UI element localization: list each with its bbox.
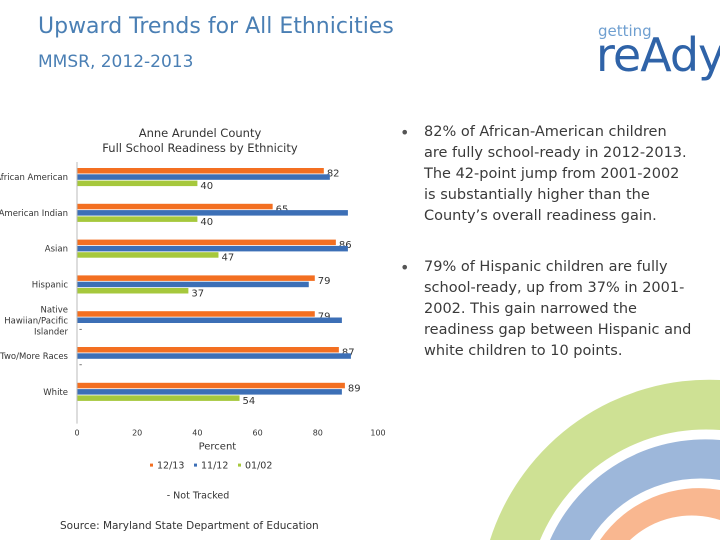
bar-12-13 (77, 382, 345, 389)
bullet-text: 82% of African-American children are ful… (424, 124, 687, 224)
not-tracked-mark: - (79, 324, 82, 334)
not-tracked-mark: - (79, 360, 82, 370)
x-tick-label: 100 (370, 429, 385, 438)
bar-01-02 (77, 395, 240, 401)
category-label: American Indian (0, 209, 68, 219)
bar-01-02 (77, 216, 198, 222)
data-label: 87 (342, 348, 355, 359)
data-label: 65 (276, 204, 289, 215)
legend-swatch (194, 463, 197, 467)
category-label: Native (40, 305, 68, 315)
logo-small-text: getting (598, 22, 652, 40)
category-label: Hawiian/Pacific (4, 316, 68, 326)
x-tick-label: 20 (132, 429, 142, 438)
category-label: Two/More Races (0, 352, 69, 362)
x-tick-label: 60 (253, 429, 263, 438)
bar-01-02 (77, 288, 189, 294)
bullet-item: • 79% of Hispanic children are fully sch… (398, 257, 693, 362)
bar-12-13 (77, 311, 315, 317)
bar-11-12 (77, 281, 309, 288)
chart-title-line: Anne Arundel County (139, 126, 262, 140)
data-label: 40 (200, 181, 213, 192)
decorative-arc (490, 379, 720, 540)
data-label: 37 (191, 289, 204, 300)
bullet-list: • 82% of African-American children are f… (398, 122, 693, 392)
bar-11-12 (77, 389, 342, 395)
data-label: 40 (200, 217, 213, 228)
x-axis-label: Percent (199, 442, 237, 453)
logo-big-text: reAdy (596, 28, 720, 82)
bar-11-12 (77, 317, 342, 323)
bar-12-13 (77, 347, 339, 353)
data-label: 86 (339, 240, 352, 251)
category-label: White (43, 388, 68, 398)
legend-entry: 01/02 (245, 461, 272, 472)
bullet-dot-icon: • (400, 123, 410, 142)
bullet-text: 79% of Hispanic children are fully schoo… (424, 259, 692, 359)
data-label: 89 (348, 383, 361, 394)
slide-title: Upward Trends for All Ethnicities (38, 14, 394, 39)
data-label: 47 (221, 253, 234, 264)
legend-note: - Not Tracked (167, 491, 230, 502)
source-note: Source: Maryland State Department of Edu… (60, 520, 319, 532)
x-tick-label: 0 (74, 429, 79, 438)
data-label: 54 (243, 396, 256, 407)
bar-01-02 (77, 180, 198, 187)
getting-ready-logo: getting reAdy (592, 18, 720, 88)
bar-12-13 (77, 168, 324, 174)
category-label: Islander (34, 327, 69, 337)
legend-entry: 12/13 (157, 461, 184, 472)
slide-subtitle: MMSR, 2012-2013 (38, 52, 194, 72)
bar-01-02 (77, 252, 219, 258)
category-label: African American (0, 173, 68, 183)
data-label: 79 (318, 276, 331, 287)
bar-11-12 (77, 174, 330, 180)
bar-11-12 (77, 210, 348, 216)
chart-title-line: Full School Readiness by Ethnicity (102, 141, 298, 155)
bar-12-13 (77, 203, 273, 210)
x-tick-label: 80 (313, 429, 323, 438)
data-label: 79 (318, 312, 331, 323)
bar-11-12 (77, 245, 348, 252)
bar-12-13 (77, 275, 315, 281)
data-label: 82 (327, 169, 340, 180)
bullet-dot-icon: • (400, 258, 410, 277)
category-label: Hispanic (32, 280, 69, 290)
bullet-item: • 82% of African-American children are f… (398, 122, 693, 227)
bar-12-13 (77, 239, 336, 246)
category-label: Asian (45, 245, 68, 255)
legend-swatch (238, 463, 241, 467)
legend-entry: 11/12 (201, 461, 228, 472)
bar-11-12 (77, 353, 351, 359)
x-tick-label: 40 (192, 429, 202, 438)
legend-swatch (150, 463, 153, 467)
